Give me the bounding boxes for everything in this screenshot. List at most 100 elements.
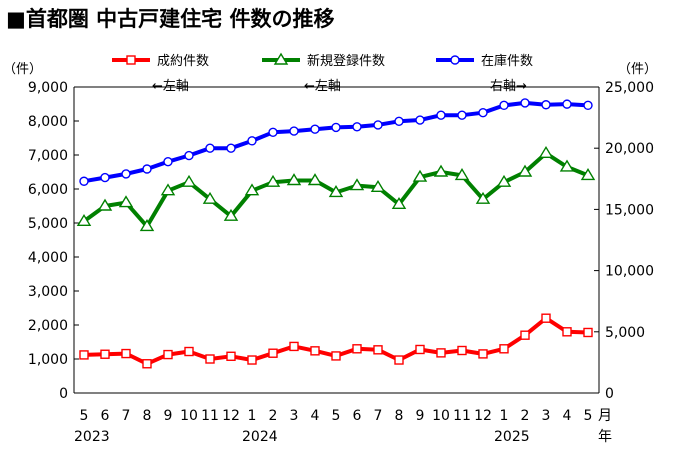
data-point-contracts bbox=[499, 344, 509, 354]
data-point-contracts bbox=[478, 349, 488, 359]
data-point-contracts bbox=[226, 351, 236, 361]
data-point-inventory bbox=[373, 120, 383, 130]
data-point-inventory bbox=[541, 100, 551, 110]
legend-axis-note-contracts: ←左軸 bbox=[152, 79, 189, 94]
data-point-new-listings bbox=[160, 183, 176, 196]
data-point-inventory bbox=[562, 99, 572, 109]
month-label: 5 bbox=[80, 408, 89, 424]
legend-marker-inventory bbox=[450, 55, 460, 65]
data-point-inventory bbox=[331, 122, 341, 133]
data-point-new-listings bbox=[76, 213, 92, 227]
data-point-inventory bbox=[247, 136, 257, 146]
right-tick-label: 20,000 bbox=[605, 141, 654, 157]
month-label: 5 bbox=[584, 408, 593, 424]
right-axis-ticks: 0 5,000 10,000 15,000 20,000 25,000 bbox=[594, 80, 654, 402]
data-point-inventory bbox=[184, 150, 194, 161]
data-point-new-listings bbox=[223, 208, 239, 221]
series-group bbox=[76, 98, 596, 369]
month-label: 4 bbox=[311, 408, 320, 424]
data-point-new-listings bbox=[244, 183, 260, 196]
data-point-contracts bbox=[79, 350, 89, 360]
data-point-inventory bbox=[394, 116, 404, 126]
data-point-new-listings bbox=[97, 198, 113, 211]
data-point-inventory bbox=[142, 164, 152, 174]
legend-axis-note-inventory: 右軸→ bbox=[490, 79, 527, 94]
data-point-new-listings bbox=[181, 174, 197, 187]
legend-marker-new-listings bbox=[273, 52, 289, 65]
data-point-new-listings bbox=[349, 178, 365, 191]
data-point-inventory bbox=[100, 172, 110, 183]
legend-marker-contracts bbox=[126, 55, 136, 65]
series-line-inventory bbox=[83, 100, 589, 184]
month-label: 11 bbox=[201, 408, 219, 424]
month-label: 12 bbox=[474, 408, 492, 424]
data-point-contracts bbox=[436, 348, 446, 358]
data-point-new-listings bbox=[118, 195, 134, 208]
data-point-inventory bbox=[163, 156, 173, 167]
left-tick-label: 3,000 bbox=[28, 284, 68, 300]
right-axis-unit: （件） bbox=[618, 62, 657, 77]
data-point-inventory bbox=[415, 115, 425, 125]
data-point-inventory bbox=[289, 126, 299, 136]
data-point-contracts bbox=[352, 344, 362, 354]
data-point-new-listings bbox=[328, 185, 344, 198]
left-tick-label: 2,000 bbox=[28, 318, 68, 334]
data-point-inventory bbox=[499, 100, 509, 111]
data-point-contracts bbox=[562, 327, 572, 337]
data-point-inventory bbox=[352, 122, 362, 132]
left-tick-label: 6,000 bbox=[28, 182, 68, 198]
data-point-inventory bbox=[226, 143, 236, 153]
left-tick-label: 5,000 bbox=[28, 216, 68, 232]
data-point-contracts bbox=[520, 330, 530, 340]
right-tick-label: 10,000 bbox=[605, 264, 654, 280]
data-point-contracts bbox=[310, 346, 320, 356]
month-label: 1 bbox=[500, 408, 509, 424]
data-point-new-listings bbox=[454, 168, 470, 181]
legend-label-inventory: 在庫件数 bbox=[481, 54, 533, 69]
month-label: 8 bbox=[395, 408, 404, 424]
data-point-new-listings bbox=[307, 173, 323, 186]
month-unit-label: 月 bbox=[598, 408, 612, 424]
year-label: 2023 bbox=[74, 429, 110, 445]
data-point-contracts bbox=[583, 327, 593, 338]
data-point-inventory bbox=[205, 143, 215, 153]
right-tick-label: 5,000 bbox=[605, 325, 645, 341]
month-label: 10 bbox=[432, 408, 450, 424]
data-point-contracts bbox=[289, 341, 299, 352]
left-tick-label: 1,000 bbox=[28, 352, 68, 368]
data-point-contracts bbox=[205, 354, 215, 364]
data-point-contracts bbox=[394, 355, 404, 365]
month-label: 9 bbox=[416, 408, 425, 424]
month-label: 5 bbox=[332, 408, 341, 424]
data-point-inventory bbox=[268, 127, 278, 137]
month-label: 4 bbox=[563, 408, 572, 424]
month-label: 8 bbox=[143, 408, 152, 424]
left-tick-label: 8,000 bbox=[28, 114, 68, 130]
data-point-inventory bbox=[121, 169, 131, 179]
data-point-contracts bbox=[121, 348, 131, 359]
data-point-contracts bbox=[373, 345, 383, 355]
data-point-contracts bbox=[184, 346, 194, 357]
chart-title: ■首都圏 中古戸建住宅 件数の推移 bbox=[6, 7, 334, 31]
data-point-contracts bbox=[415, 344, 425, 355]
data-point-inventory bbox=[457, 110, 467, 120]
legend: 成約件数 新規登録件数 在庫件数 ←左軸 ←左軸 右軸→ bbox=[112, 52, 533, 94]
legend-label-contracts: 成約件数 bbox=[157, 54, 209, 69]
data-point-new-listings bbox=[412, 169, 428, 182]
data-point-contracts bbox=[163, 349, 173, 360]
data-point-new-listings bbox=[265, 174, 281, 187]
data-point-new-listings bbox=[286, 173, 302, 186]
data-point-new-listings bbox=[433, 164, 449, 177]
data-point-inventory bbox=[520, 98, 530, 108]
data-point-new-listings bbox=[538, 145, 554, 159]
left-tick-label: 0 bbox=[59, 386, 68, 402]
left-tick-label: 9,000 bbox=[28, 80, 68, 96]
data-point-new-listings bbox=[370, 179, 386, 193]
data-point-new-listings bbox=[517, 164, 533, 177]
month-label: 1 bbox=[248, 408, 257, 424]
month-label: 9 bbox=[164, 408, 173, 424]
data-point-contracts bbox=[331, 351, 341, 361]
data-point-contracts bbox=[247, 355, 257, 365]
